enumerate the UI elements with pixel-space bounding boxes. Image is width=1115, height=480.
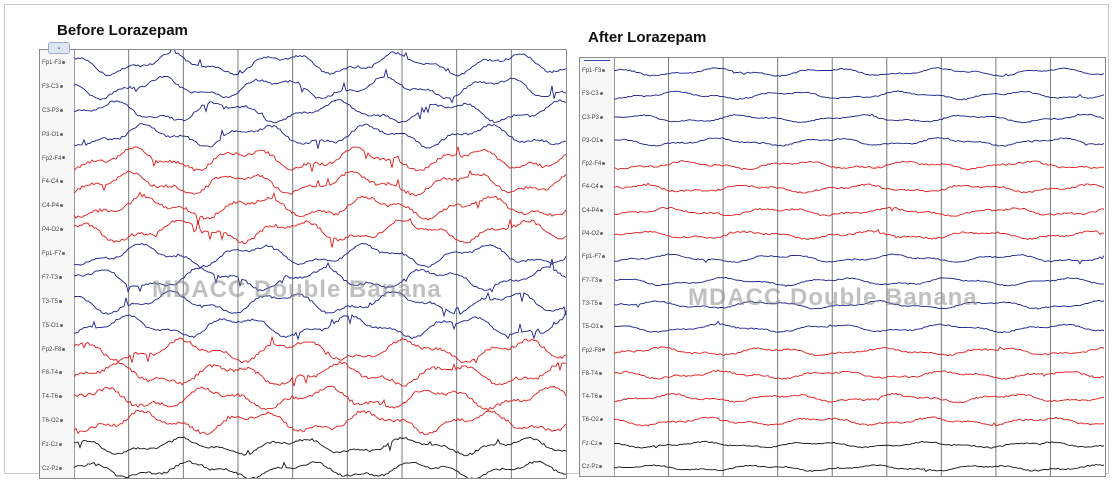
eeg-trace	[74, 460, 566, 478]
eeg-trace	[74, 360, 566, 387]
channel-label: F7-T3	[42, 275, 62, 281]
eeg-trace	[74, 409, 566, 435]
eeg-trace	[74, 258, 566, 293]
channel-label: C3-P3	[42, 108, 63, 114]
eeg-trace	[74, 123, 566, 149]
collapse-handle[interactable]: ⌄	[48, 42, 70, 54]
eeg-trace	[614, 228, 1105, 240]
channel-label: F4-C4	[582, 184, 603, 190]
eeg-trace	[614, 392, 1105, 404]
channel-label: F8-T4	[582, 371, 602, 377]
eeg-trace	[614, 346, 1105, 357]
channel-label: T5-O1	[42, 323, 63, 329]
eeg-trace	[614, 182, 1105, 194]
eeg-trace	[74, 336, 566, 364]
channel-label: Fp2-F4	[42, 156, 65, 162]
channel-label: Fp1-F7	[582, 254, 605, 260]
channel-label: C4-P4	[42, 203, 63, 209]
channel-label: P3-O1	[582, 138, 603, 144]
eeg-trace	[74, 290, 566, 318]
eeg-trace	[74, 242, 566, 269]
eeg-panel-after: Fp1-F3 F3-C3 C3-P3 P3-O1 Fp2-F4 F4-C4 C4-P4 P4-…	[579, 57, 1106, 477]
figure-frame: Before Lorazepam After Lorazepam Fp1-F3 F…	[4, 4, 1109, 479]
channel-label: P3-O1	[42, 132, 63, 138]
eeg-trace	[614, 67, 1105, 77]
eeg-trace	[614, 113, 1105, 124]
eeg-trace	[74, 436, 566, 457]
eeg-traces-after	[614, 58, 1105, 476]
eeg-trace	[614, 160, 1104, 171]
channel-label: Fp2-F8	[42, 347, 65, 353]
eeg-trace	[74, 99, 566, 124]
channel-label: T3-T5	[42, 299, 62, 305]
eeg-trace	[614, 137, 1105, 147]
eeg-trace	[74, 50, 566, 77]
channel-label: Fz-Cz	[582, 441, 602, 447]
channel-label: Fp1-F3	[42, 60, 65, 66]
channel-label: F3-C3	[42, 84, 63, 90]
eeg-trace	[74, 310, 566, 341]
after-panel-title: After Lorazepam	[588, 29, 707, 46]
eeg-trace	[614, 440, 1105, 449]
eeg-panel-before: Fp1-F3 F3-C3 C3-P3 P3-O1 Fp2-F4 F4-C4 C4-P4 P4-…	[39, 42, 567, 479]
eeg-trace	[614, 253, 1105, 265]
eeg-trace	[74, 67, 566, 104]
channel-label: Fp1-F7	[42, 251, 65, 257]
eeg-trace	[74, 385, 566, 412]
eeg-trace	[614, 90, 1105, 101]
channel-label: F8-T4	[42, 370, 62, 376]
channel-label: T6-O2	[582, 417, 603, 423]
channel-label: T4-T6	[42, 394, 62, 400]
eeg-traces-before	[74, 50, 566, 478]
channel-label: F7-T3	[582, 278, 602, 284]
channel-label: T5-O1	[582, 324, 603, 330]
eeg-trace	[614, 299, 1105, 310]
channel-label: Cz-Pz	[42, 466, 62, 472]
channel-label: T4-T6	[582, 394, 602, 400]
channel-label: Cz-Pz	[582, 464, 602, 470]
channel-label-column: Fp1-F3 F3-C3 C3-P3 P3-O1 Fp2-F4 F4-C4 C4-P4 P4-…	[40, 50, 75, 478]
eeg-trace	[74, 218, 566, 248]
channel-label: T3-T5	[582, 301, 602, 307]
channel-label: Fp2-F8	[582, 348, 605, 354]
eeg-trace	[614, 320, 1105, 334]
channel-label: Fp1-F3	[582, 68, 605, 74]
scale-bar	[584, 60, 610, 61]
channel-label: F4-C4	[42, 179, 63, 185]
eeg-trace	[74, 169, 566, 197]
eeg-trace	[614, 369, 1105, 380]
channel-label: Fz-Cz	[42, 442, 62, 448]
eeg-trace	[614, 464, 1105, 473]
eeg-trace	[74, 146, 566, 172]
before-panel-title: Before Lorazepam	[57, 22, 188, 39]
eeg-trace	[74, 191, 566, 226]
channel-label: C3-P3	[582, 115, 603, 121]
channel-label: P4-O2	[582, 231, 603, 237]
channel-label-column: Fp1-F3 F3-C3 C3-P3 P3-O1 Fp2-F4 F4-C4 C4-P4 P4-…	[580, 58, 615, 476]
channel-label: P4-O2	[42, 227, 63, 233]
channel-label: T6-O2	[42, 418, 63, 424]
channel-label: C4-P4	[582, 208, 603, 214]
channel-label: Fp2-F4	[582, 161, 605, 167]
eeg-trace	[614, 206, 1105, 217]
eeg-trace	[614, 276, 1105, 287]
channel-label: F3-C3	[582, 91, 603, 97]
eeg-trace	[614, 416, 1105, 427]
